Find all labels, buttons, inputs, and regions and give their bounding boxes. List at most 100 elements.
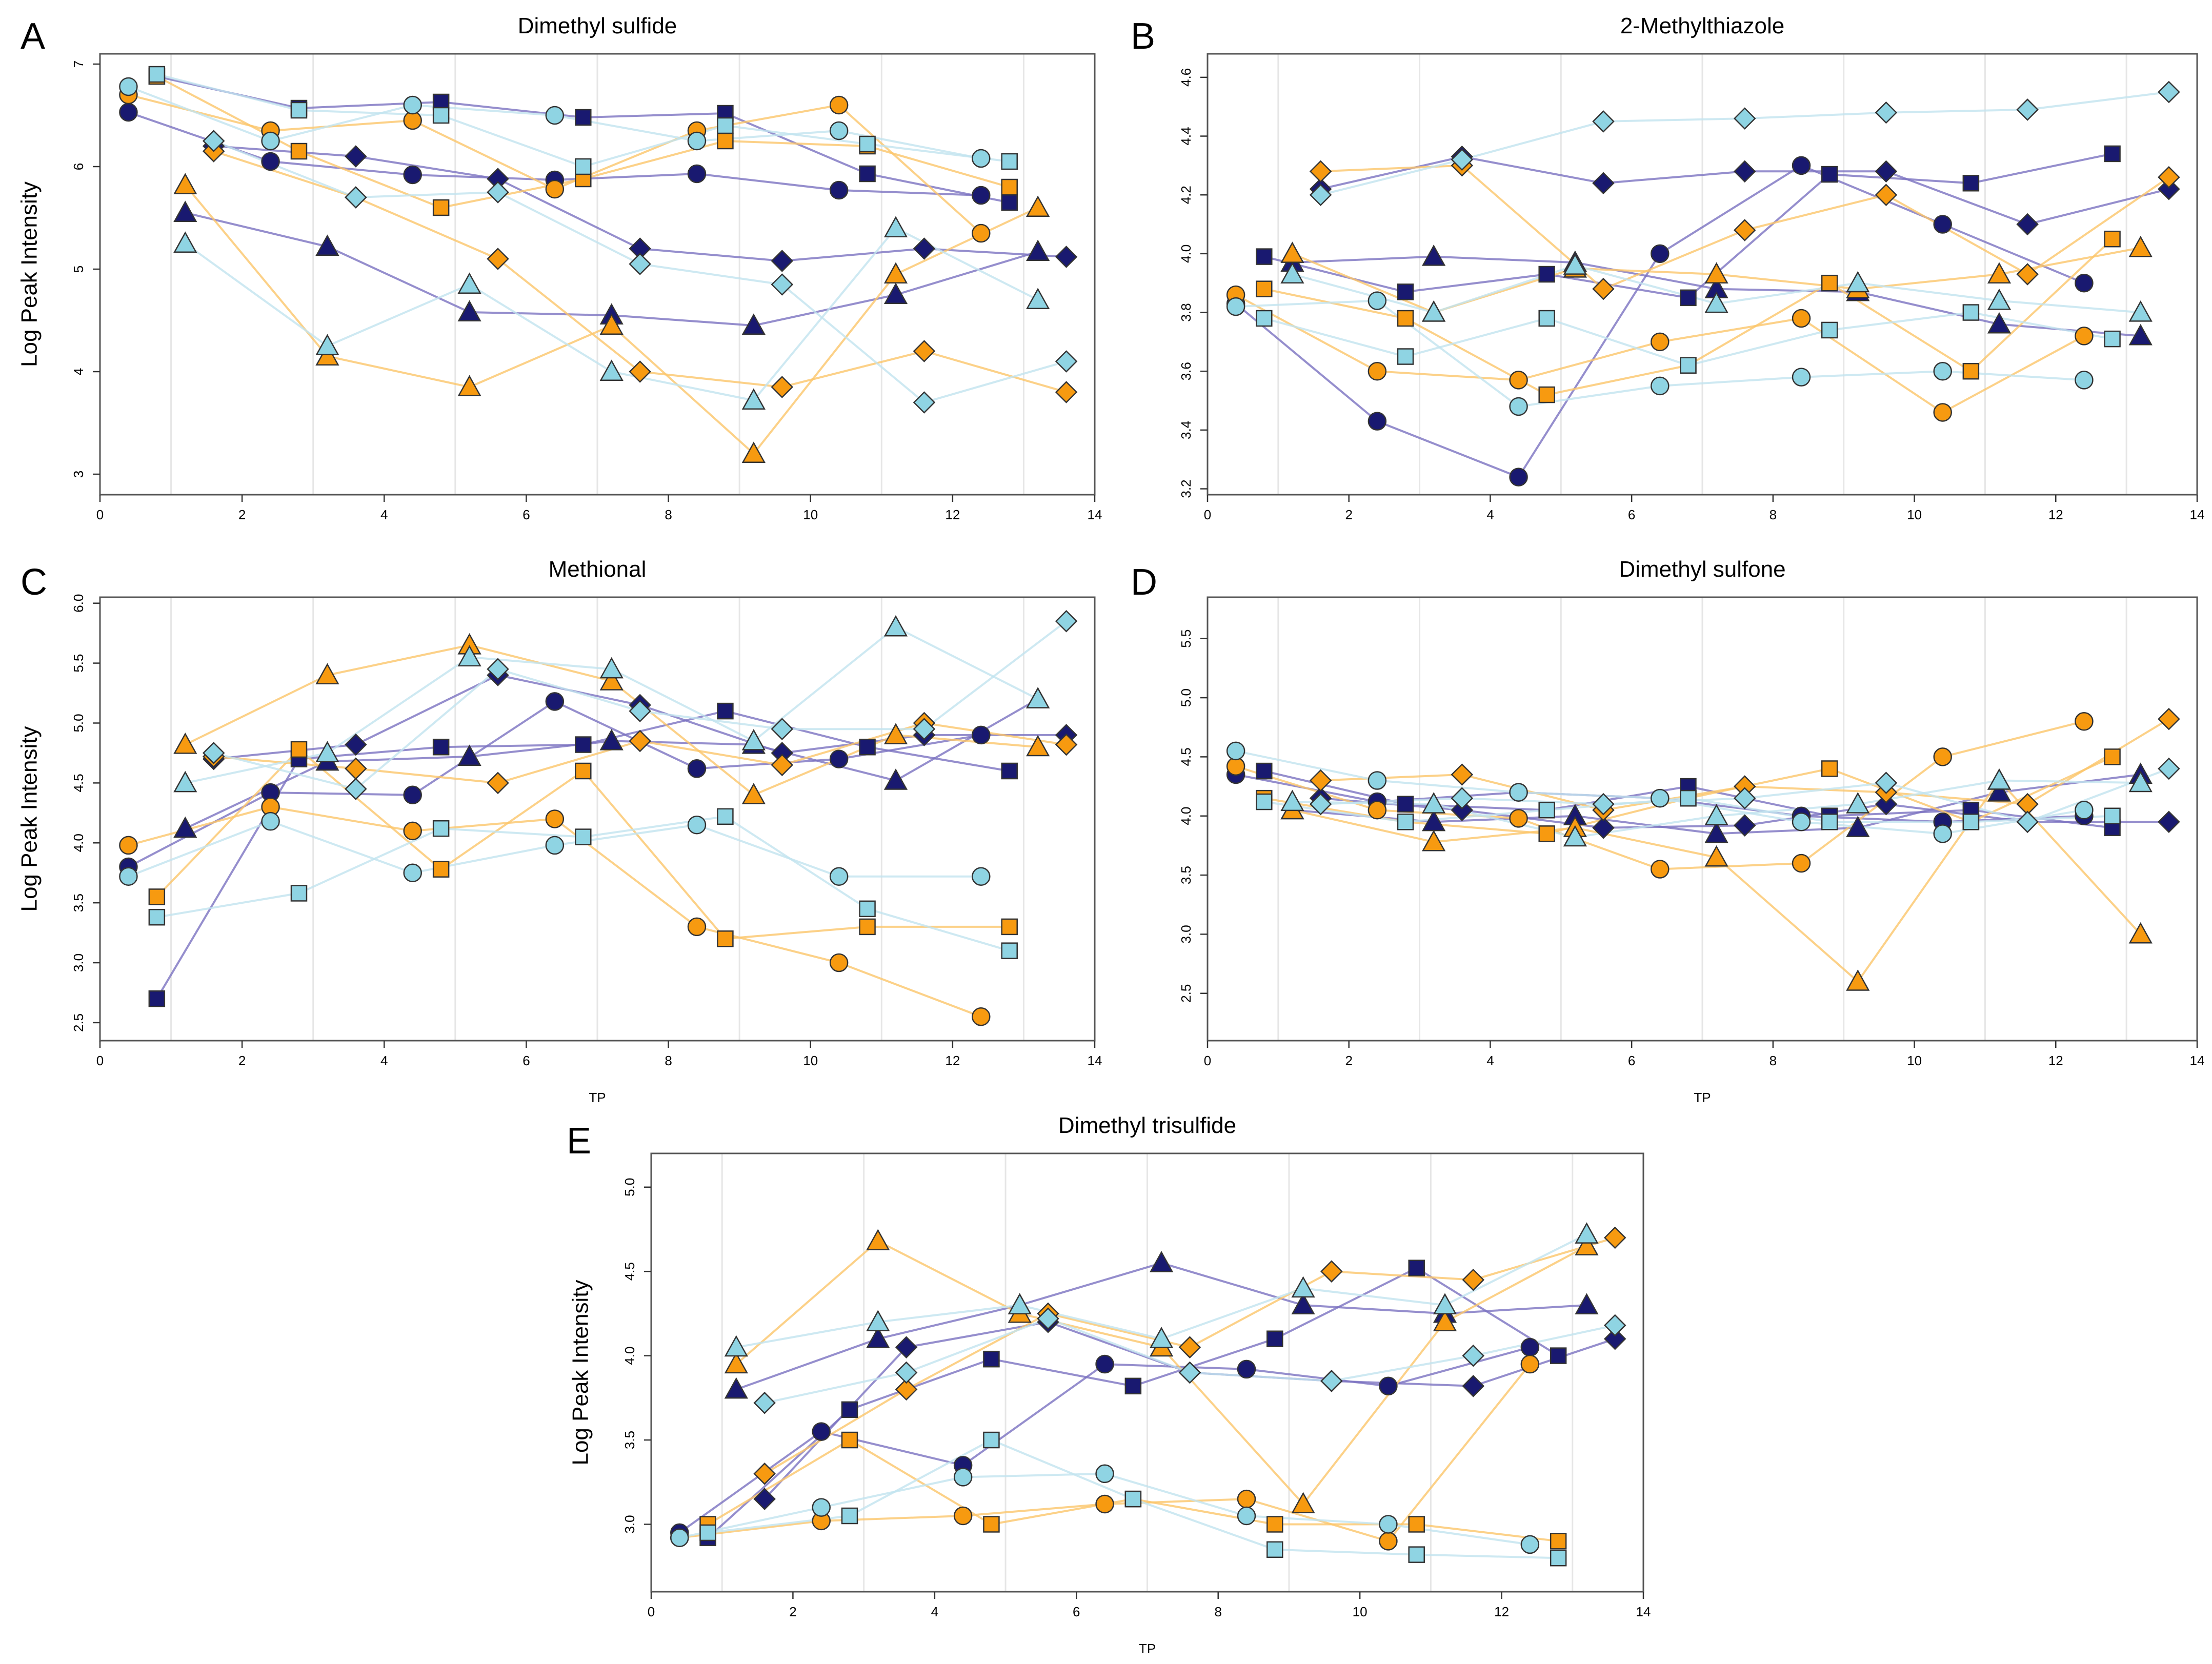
point-lightblue-triangle	[457, 272, 481, 294]
point-lightblue-triangle	[315, 334, 339, 356]
point-lightblue-diamond	[2158, 757, 2180, 780]
point-orange-square	[2104, 748, 2121, 765]
y-tick-label: 6	[71, 163, 86, 170]
point-navy-diamond	[1603, 1327, 1626, 1350]
point-lightblue-triangle	[1291, 1276, 1315, 1298]
point-orange-circle	[972, 224, 991, 243]
point-navy-square	[1124, 1377, 1142, 1395]
point-lightblue-triangle	[1846, 271, 1870, 293]
x-tick-label: 12	[2048, 507, 2063, 522]
point-navy-triangle	[883, 282, 908, 305]
point-orange-diamond	[629, 360, 651, 383]
x-tick-label: 14	[2190, 507, 2205, 522]
panel-title: Methional	[549, 557, 647, 582]
y-tick-label: 4.5	[622, 1262, 637, 1281]
point-orange-square	[148, 888, 166, 905]
point-lightblue-diamond	[202, 130, 225, 152]
point-navy-triangle	[1704, 821, 1728, 843]
point-orange-diamond	[1603, 1226, 1626, 1249]
point-navy-diamond	[345, 145, 367, 168]
point-navy-circle	[687, 164, 707, 184]
point-orange-circle	[687, 917, 707, 937]
point-lightblue-triangle	[1008, 1293, 1032, 1315]
x-tick-label: 6	[1628, 507, 1635, 522]
plot-frame	[1206, 53, 2198, 496]
point-lightblue-diamond	[1733, 787, 1756, 809]
point-navy-diamond	[1875, 160, 1898, 183]
x-tick-label: 2	[1345, 1053, 1352, 1068]
point-navy-triangle	[724, 1377, 748, 1399]
point-navy-circle	[687, 759, 707, 778]
point-lightblue-circle	[972, 867, 991, 886]
point-lightblue-diamond	[1451, 787, 1474, 809]
point-orange-square	[290, 741, 308, 758]
point-navy-square	[1397, 283, 1414, 300]
point-lightblue-square	[1821, 814, 1838, 830]
point-lightblue-diamond	[2158, 80, 2180, 104]
point-lightblue-square	[859, 900, 876, 918]
point-orange-triangle	[741, 783, 766, 804]
point-lightblue-diamond	[629, 253, 651, 275]
x-tick-label: 10	[1907, 507, 1922, 522]
point-navy-triangle	[1575, 1293, 1599, 1315]
point-orange-triangle	[457, 375, 481, 397]
point-navy-circle	[545, 692, 565, 711]
point-navy-circle	[972, 725, 991, 745]
point-orange-circle	[1520, 1354, 1540, 1374]
x-tick-label: 14	[1088, 1053, 1102, 1068]
point-orange-square	[432, 861, 450, 878]
point-orange-triangle	[173, 732, 197, 754]
point-navy-circle	[403, 785, 422, 804]
point-orange-circle	[1368, 361, 1387, 381]
point-orange-square	[432, 199, 450, 216]
point-lightblue-diamond	[487, 181, 509, 204]
point-lightblue-square	[290, 102, 308, 119]
point-orange-diamond	[895, 1378, 918, 1401]
point-navy-square	[717, 702, 734, 720]
point-orange-triangle	[1422, 829, 1446, 851]
point-lightblue-circle	[1509, 783, 1528, 802]
point-lightblue-triangle	[1433, 1293, 1457, 1315]
panel-a: 0 2 4 6 8 10 12 14 3 4 5 6 7 A Dimethyl sulfide Log Pea…	[17, 13, 1102, 522]
point-orange-circle	[829, 953, 849, 972]
point-lightblue-triangle	[2128, 770, 2153, 793]
point-lightblue-diamond	[1055, 350, 1078, 373]
point-lightblue-circle	[687, 815, 707, 835]
panel-d: 0 2 4 6 8 10 12 14 2.5 3.0 3.5 4.0 4.5 5.0 5.5 D Dimethy…	[1131, 557, 2204, 1105]
point-lightblue-diamond	[913, 391, 936, 414]
point-lightblue-triangle	[1846, 792, 1870, 814]
point-lightblue-triangle	[883, 216, 908, 238]
y-tick-label: 4.6	[1178, 68, 1194, 87]
y-axis-label: Log Peak Intensity	[568, 1280, 593, 1465]
x-tick-label: 4	[380, 507, 388, 522]
point-lightblue-diamond	[1055, 610, 1078, 633]
point-orange-square	[1821, 760, 1838, 777]
point-lightblue-triangle	[1987, 768, 2012, 790]
point-navy-square	[841, 1401, 858, 1418]
point-lightblue-triangle	[1987, 289, 2012, 310]
y-tick-label: 5.0	[622, 1178, 637, 1196]
point-orange-circle	[1379, 1532, 1398, 1551]
point-navy-diamond	[1451, 799, 1474, 821]
point-navy-square	[983, 1350, 1000, 1368]
point-lightblue-circle	[1933, 361, 1952, 381]
point-navy-triangle	[173, 200, 197, 222]
point-orange-triangle	[741, 441, 766, 463]
y-tick-label: 3.5	[622, 1431, 637, 1449]
point-orange-triangle	[883, 262, 908, 284]
point-lightblue-diamond	[2016, 810, 2039, 834]
panel-letter: D	[1131, 562, 1157, 603]
panel-title: Dimethyl trisulfide	[1058, 1113, 1236, 1138]
point-orange-triangle	[1026, 735, 1050, 757]
point-navy-circle	[812, 1422, 831, 1441]
point-orange-square	[1821, 274, 1838, 292]
point-orange-circle	[1237, 1489, 1256, 1509]
point-navy-square	[1001, 194, 1018, 211]
point-lightblue-circle	[1509, 397, 1528, 416]
point-orange-circle	[2075, 327, 2094, 346]
point-navy-square	[859, 738, 876, 756]
point-lightblue-diamond	[202, 742, 225, 764]
x-tick-label: 8	[665, 507, 672, 522]
x-tick-label: 8	[665, 1053, 672, 1068]
panel-letter: E	[567, 1121, 591, 1162]
